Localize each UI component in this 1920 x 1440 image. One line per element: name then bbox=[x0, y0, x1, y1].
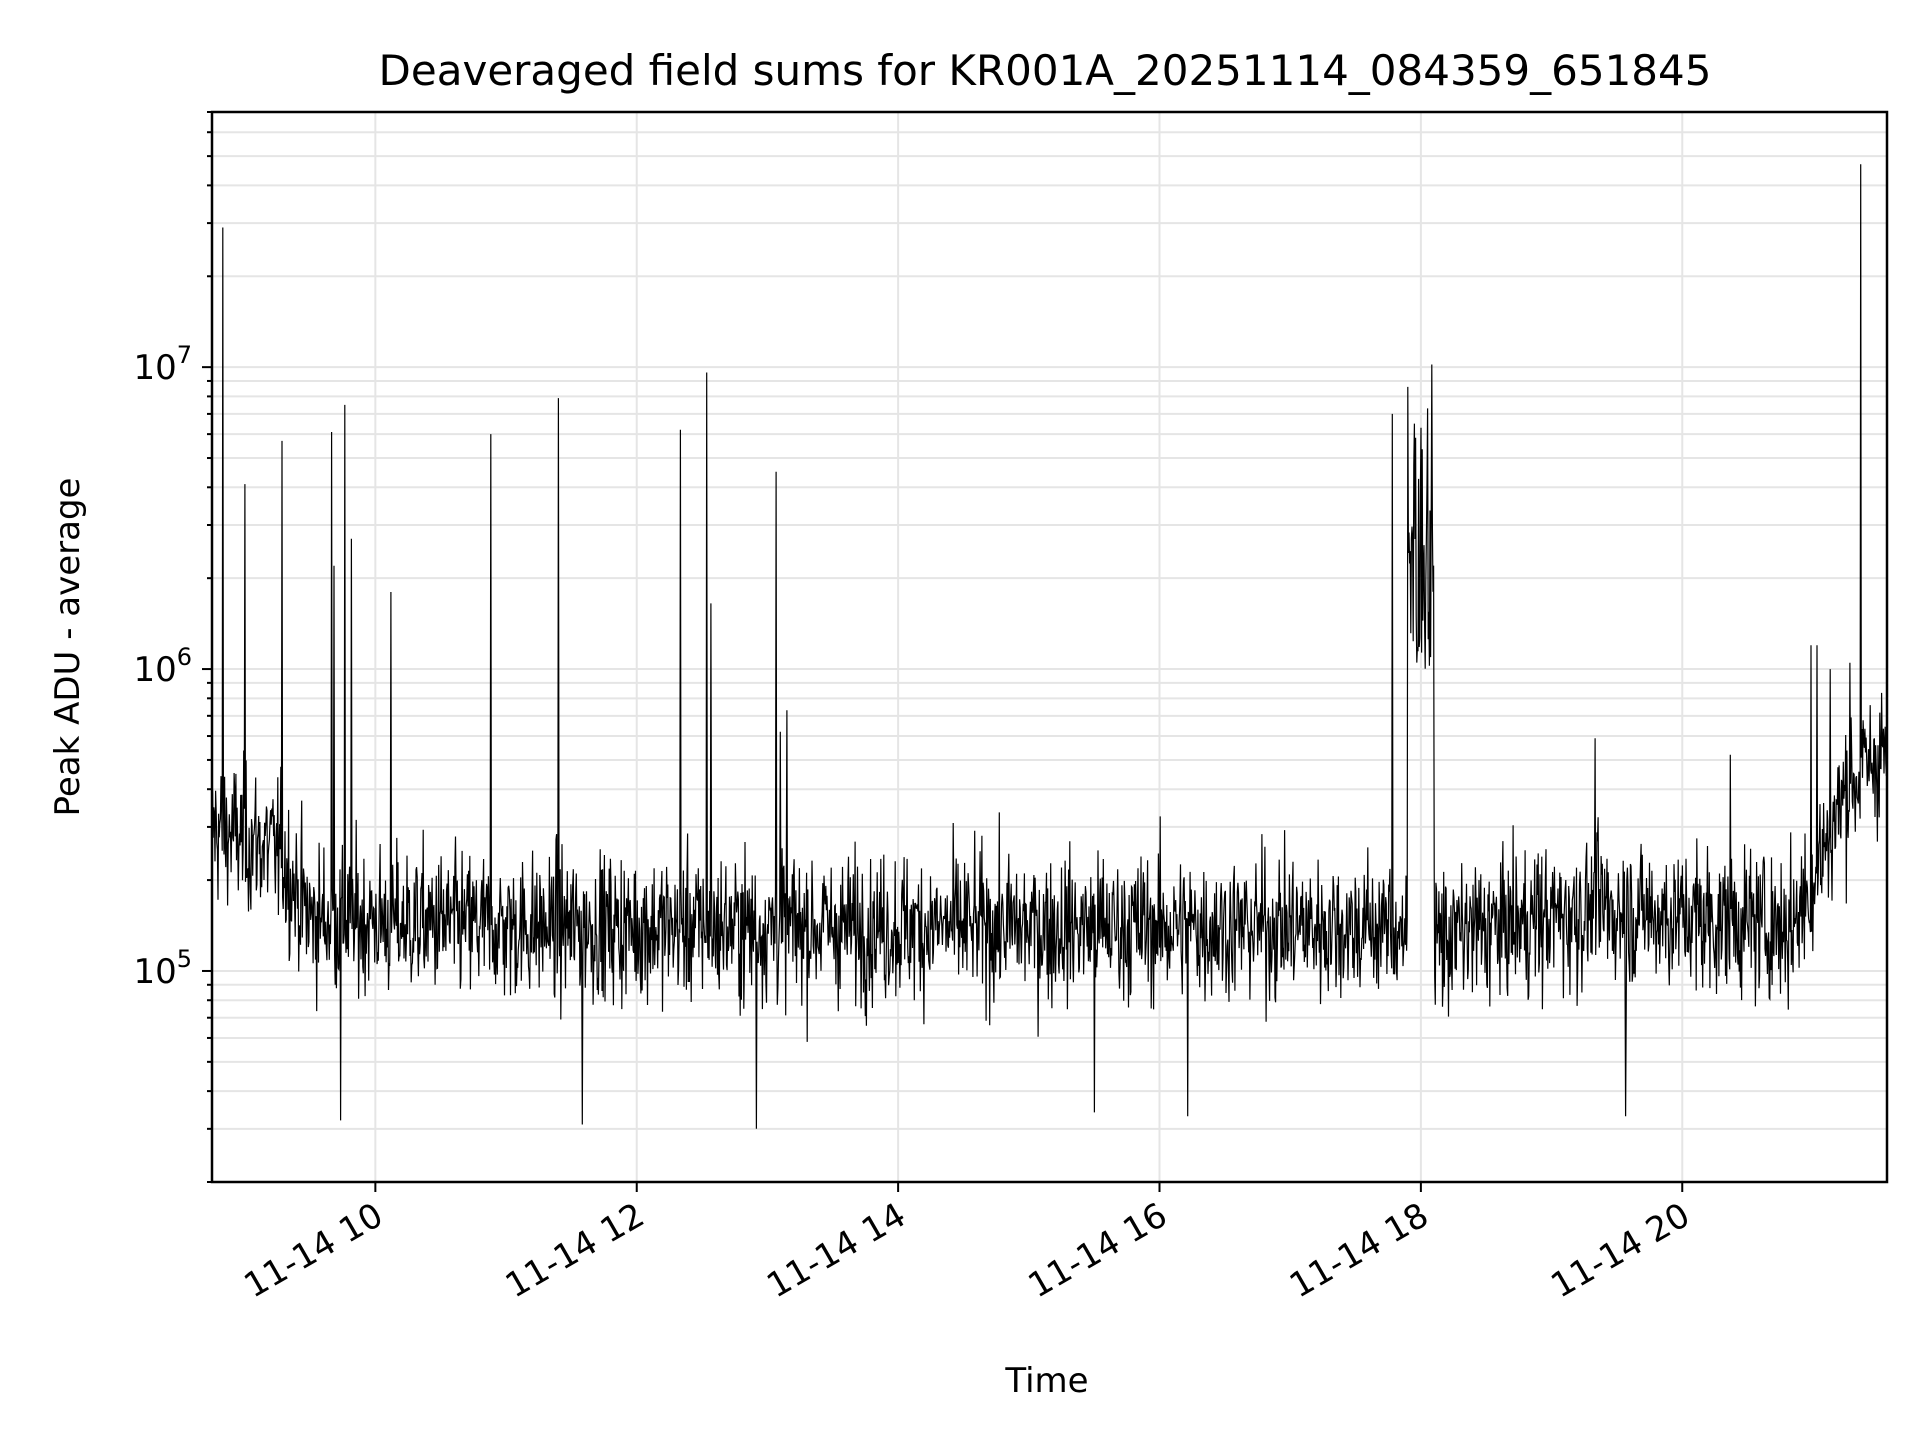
y-axis-label: Peak ADU - average bbox=[48, 478, 88, 817]
series-line bbox=[212, 164, 1887, 1129]
y-tick-label: 107 bbox=[133, 341, 192, 388]
x-axis-label: Time bbox=[1004, 1361, 1088, 1401]
y-axis: 105 106 107 bbox=[133, 111, 212, 1183]
plot-frame bbox=[210, 110, 1889, 1184]
plot-area bbox=[212, 164, 1887, 1129]
y-tick-label: 105 bbox=[133, 945, 192, 992]
chart-title: Deaveraged field sums for KR001A_2025111… bbox=[379, 46, 1712, 95]
grid bbox=[212, 111, 1887, 1183]
y-tick-label: 106 bbox=[133, 643, 192, 690]
